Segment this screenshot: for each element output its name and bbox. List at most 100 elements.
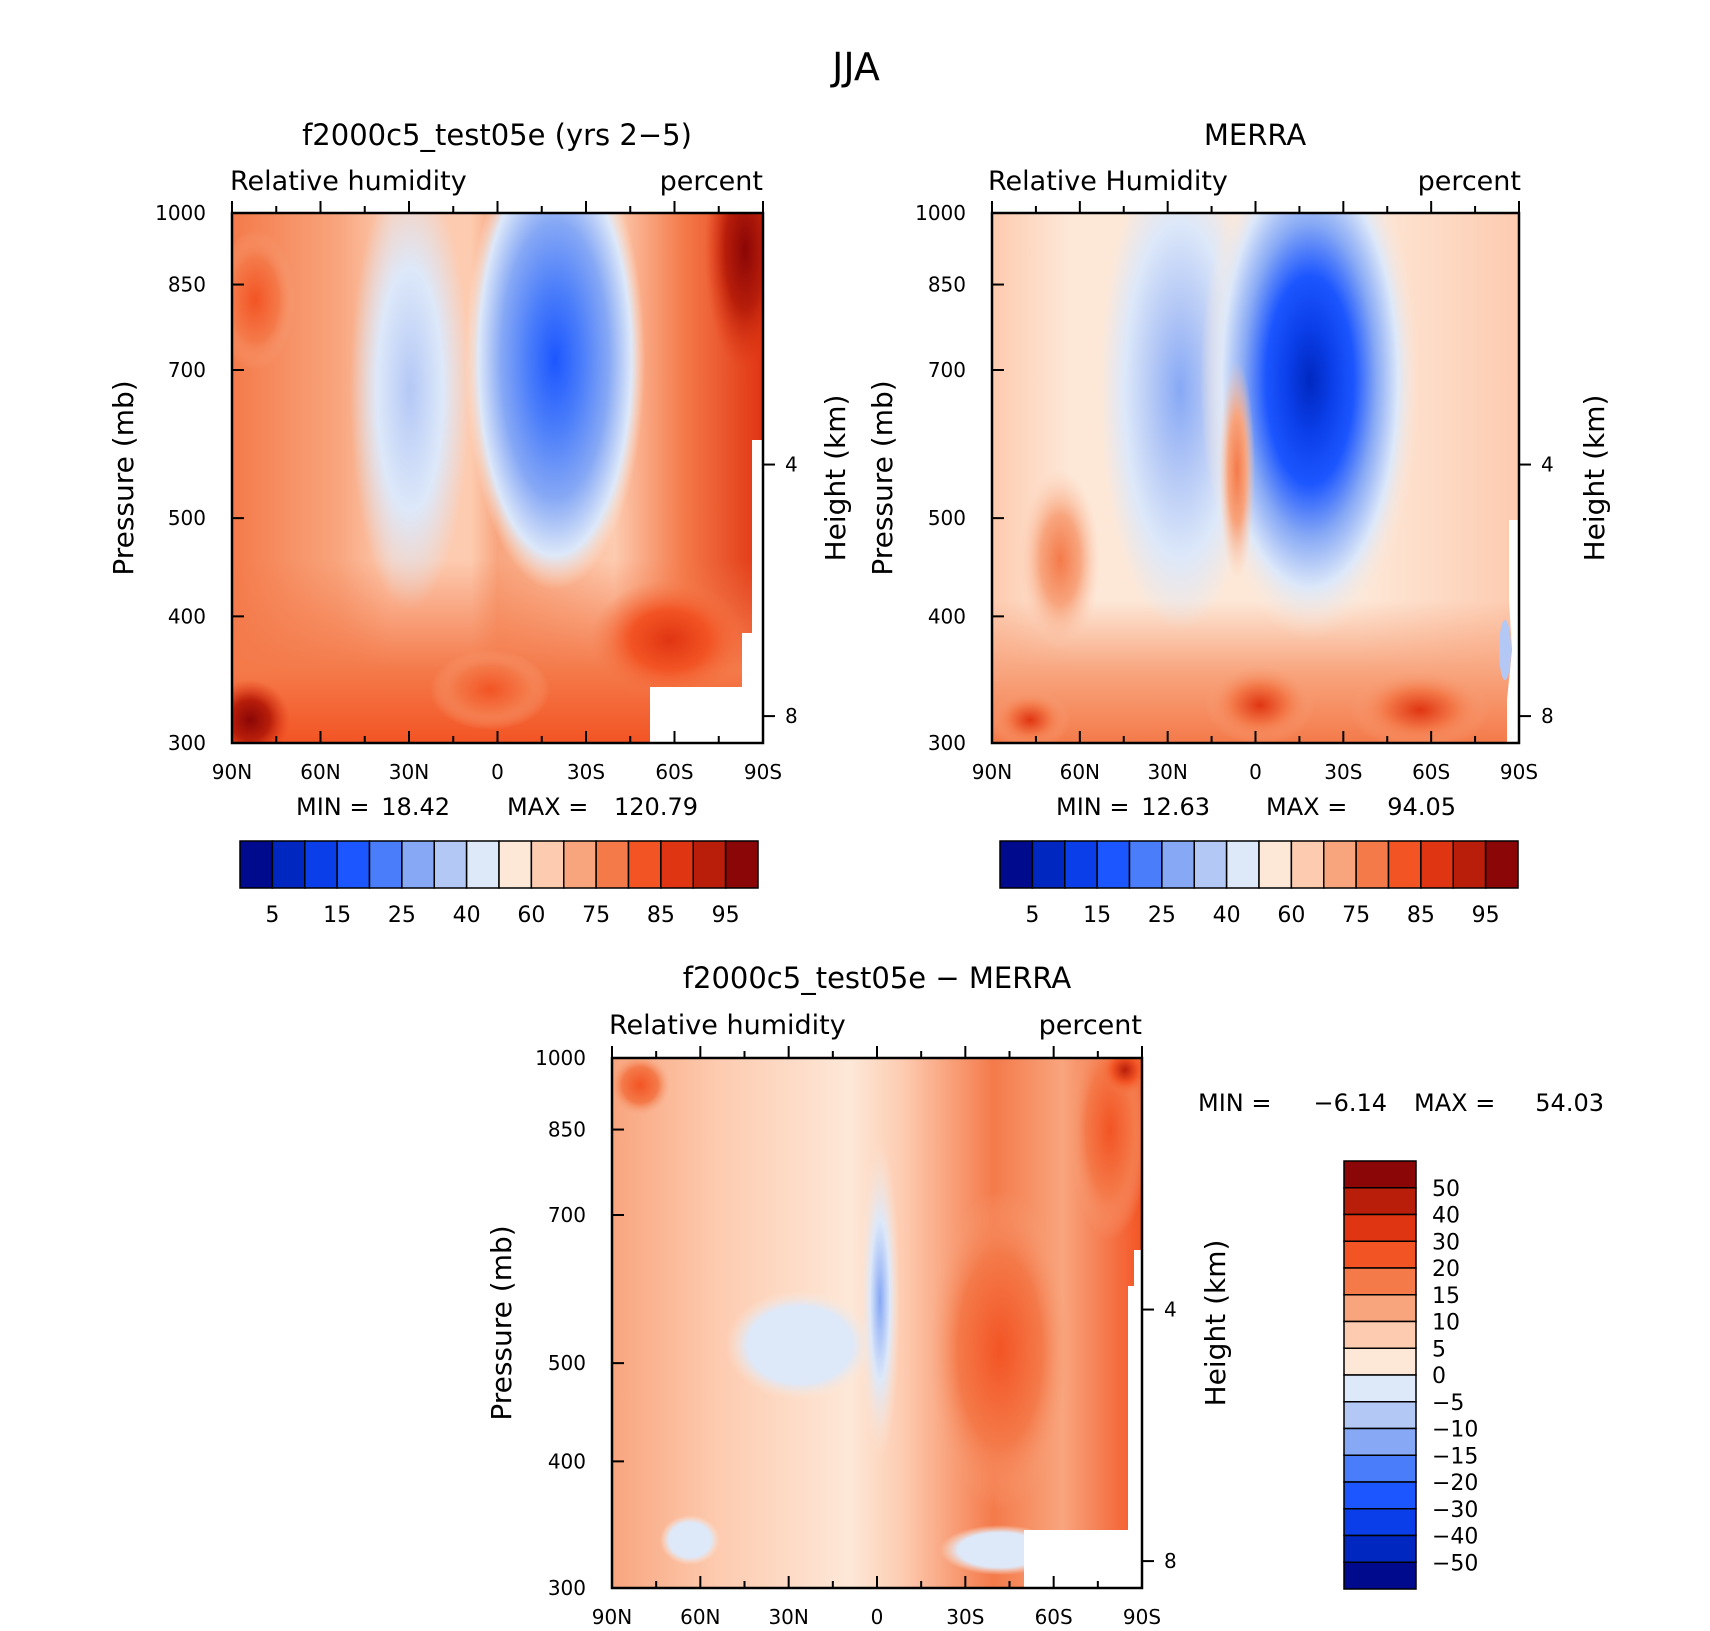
colorbar-swatch	[1225, 840, 1260, 889]
x-tick-label: 0	[871, 1605, 884, 1629]
colorbar-swatch	[1387, 840, 1422, 889]
colorbar-swatch	[1343, 1454, 1417, 1483]
colorbar-label: 40	[1213, 903, 1241, 928]
panel-merra-ylabel: Pressure (mb)	[866, 380, 899, 575]
panel-merra-min-value: 12.63	[1141, 793, 1210, 821]
panel-difference-axes: 90N 60N 30N 0 30S 60S 90S 300 400 500 700 850 1000 8 4	[535, 1046, 1177, 1629]
colorbar-label: 75	[582, 903, 610, 928]
colorbar-label: 10	[1432, 1311, 1460, 1336]
y-tick-label: 700	[548, 1203, 586, 1227]
colorbar-swatch	[368, 840, 403, 889]
x-tick-label: 90S	[744, 760, 782, 784]
colorbar-swatch	[1343, 1534, 1417, 1563]
panel-merra-title: MERRA	[1204, 118, 1306, 152]
colorbar-label: 20	[1432, 1257, 1460, 1282]
colorbar-swatch	[1343, 1267, 1417, 1296]
colorbar-swatch	[1452, 840, 1487, 889]
panel-model-axes: 90N 60N 30N 0 30S 60S 90S 300 400 500 700 850 1000 8 4	[155, 201, 798, 784]
panel-merra-units: percent	[1418, 166, 1521, 197]
colorbar-swatch	[627, 840, 662, 889]
colorbar-label: 85	[647, 903, 675, 928]
colorbar-label: −5	[1432, 1391, 1464, 1416]
colorbar-label: 60	[1277, 903, 1305, 928]
panel-difference-ylabel: Pressure (mb)	[485, 1225, 518, 1420]
colorbar-swatch	[530, 840, 565, 889]
colorbar-swatch	[1193, 840, 1228, 889]
colorbar-label: 75	[1342, 903, 1370, 928]
y2-tick-label: 8	[1541, 704, 1554, 728]
x-tick-label: 90N	[592, 1605, 632, 1629]
colorbar-swatch	[1343, 1160, 1417, 1189]
colorbar-label: 95	[712, 903, 740, 928]
x-tick-label: 0	[491, 760, 504, 784]
y-tick-label: 300	[548, 1576, 586, 1600]
y2-tick-label: 4	[1541, 453, 1554, 477]
colorbar-swatch	[1031, 840, 1066, 889]
colorbar-label: 30	[1432, 1230, 1460, 1255]
colorbar-label: 0	[1432, 1364, 1446, 1389]
colorbar-label: 50	[1432, 1177, 1460, 1202]
panel-difference-units: percent	[1039, 1010, 1142, 1041]
colorbar-label: −40	[1432, 1525, 1478, 1550]
panel-difference-max-value: 54.03	[1535, 1089, 1604, 1117]
colorbar-label: 60	[517, 903, 545, 928]
y-tick-label: 1000	[535, 1046, 586, 1070]
y2-tick-label: 8	[785, 704, 798, 728]
panel-model-max-value: 120.79	[614, 793, 698, 821]
colorbar-swatch	[401, 840, 435, 889]
colorbar-swatch	[1343, 1508, 1417, 1537]
colorbar-label: 40	[1432, 1204, 1460, 1229]
colorbar-label: 25	[1148, 903, 1176, 928]
x-tick-label: 60N	[680, 1605, 720, 1629]
x-tick-label: 60S	[655, 760, 693, 784]
colorbar-label: 40	[453, 903, 481, 928]
colorbar-swatch	[1064, 840, 1098, 889]
x-tick-label: 60N	[300, 760, 340, 784]
colorbar-swatch	[563, 840, 597, 889]
colorbar-swatch	[498, 840, 533, 889]
colorbar-swatch	[1343, 1347, 1417, 1376]
panel-model-title: f2000c5_test05e (yrs 2−5)	[302, 118, 692, 152]
x-tick-label: 30N	[768, 1605, 808, 1629]
panel-merra-colorbar: 5 15 25 40 60 75 85 95	[999, 840, 1519, 928]
colorbar-label: 5	[1025, 903, 1039, 928]
colorbar-swatch	[1343, 1320, 1417, 1349]
colorbar-swatch	[1161, 840, 1195, 889]
y-tick-label: 700	[928, 358, 966, 382]
panel-difference-field	[612, 1058, 1142, 1588]
colorbar-swatch	[660, 840, 694, 889]
colorbar-swatch	[1258, 840, 1293, 889]
y2-tick-label: 4	[785, 453, 798, 477]
panel-model-max-label: MAX =	[507, 793, 588, 821]
colorbar-swatch	[1323, 840, 1357, 889]
panel-difference-title: f2000c5_test05e − MERRA	[683, 961, 1072, 995]
panel-merra-max-label: MAX =	[1266, 793, 1347, 821]
y-tick-label: 400	[928, 604, 966, 628]
figure-title: JJA	[830, 45, 880, 89]
x-tick-label: 90N	[972, 760, 1012, 784]
y2-tick-label: 8	[1164, 1549, 1177, 1573]
panel-difference-min-label: MIN =	[1198, 1089, 1271, 1117]
colorbar-swatch	[239, 840, 274, 889]
x-tick-label: 30S	[946, 1605, 984, 1629]
y-tick-label: 500	[168, 506, 206, 530]
colorbar-swatch	[692, 840, 727, 889]
x-tick-label: 30N	[1147, 760, 1187, 784]
panel-merra-axes: 90N 60N 30N 0 30S 60S 90S 300 400 500 700 850 1000 8 4	[915, 201, 1554, 784]
panel-merra-y2label: Height (km)	[1578, 395, 1611, 562]
colorbar-label: −20	[1432, 1471, 1478, 1496]
panel-model-variable: Relative humidity	[230, 166, 467, 197]
y-tick-label: 300	[168, 731, 206, 755]
y2-tick-label: 4	[1164, 1298, 1177, 1322]
x-tick-label: 90N	[212, 760, 252, 784]
panel-model-field	[232, 213, 763, 743]
x-tick-label: 90S	[1500, 760, 1538, 784]
colorbar-swatch	[271, 840, 306, 889]
y-tick-label: 400	[548, 1449, 586, 1473]
panel-model: f2000c5_test05e (yrs 2−5) Relative humid…	[107, 118, 852, 928]
colorbar-swatch	[1343, 1187, 1417, 1216]
panel-merra-field	[992, 213, 1519, 743]
panel-model-y2label: Height (km)	[819, 395, 852, 562]
y-tick-label: 500	[928, 506, 966, 530]
colorbar-swatch	[1290, 840, 1325, 889]
